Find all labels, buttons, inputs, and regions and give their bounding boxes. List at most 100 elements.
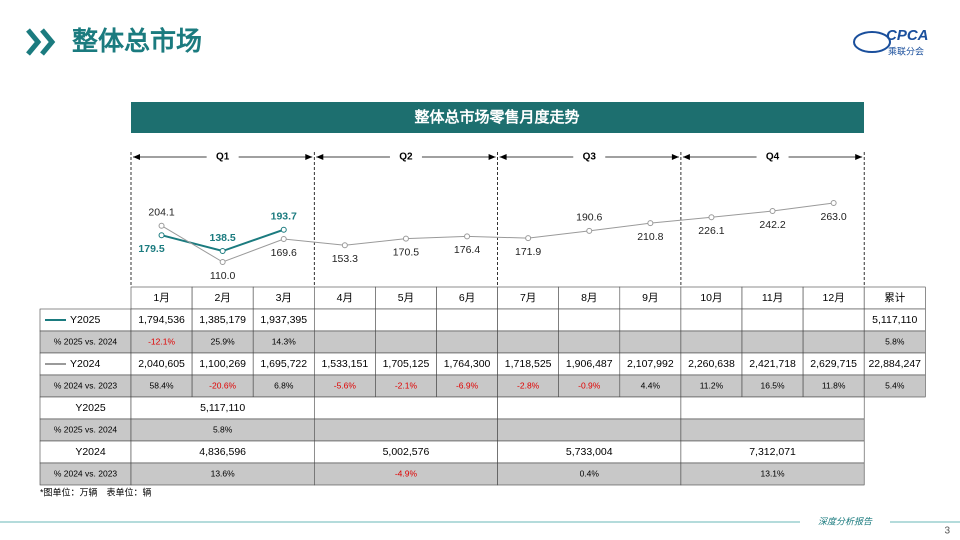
cell-text: 1,533,151 [321, 358, 368, 370]
column-header: 6月 [459, 292, 475, 304]
cell-text: -0.9% [578, 380, 601, 390]
table-cell [313, 418, 498, 442]
row-label: Y2024 [75, 446, 106, 458]
point [158, 222, 165, 229]
data-label: 153.3 [332, 253, 358, 265]
cell-text: -20.6% [209, 380, 236, 390]
data-label: 179.5 [138, 243, 164, 255]
data-label: 138.5 [210, 232, 236, 244]
column-header: 10月 [700, 292, 722, 304]
cell-text: 1,794,536 [138, 314, 185, 326]
row-label: % 2025 vs. 2024 [54, 336, 118, 346]
table-cell [436, 330, 498, 354]
data-label: 226.1 [698, 225, 724, 237]
point [341, 242, 348, 249]
column-header: 8月 [581, 292, 597, 304]
column-header: 累计 [884, 291, 905, 304]
cell-text: 16.5% [760, 380, 785, 390]
cell-text: 5.4% [885, 380, 905, 390]
quarter-label: Q3 [583, 152, 597, 163]
table-cell [497, 396, 682, 420]
table-cell [680, 330, 743, 354]
cell-text: 2,629,715 [810, 358, 857, 370]
table-cell [802, 330, 865, 354]
cell-text: -2.8% [517, 380, 540, 390]
data-label: 263.0 [821, 211, 847, 223]
data-label: 169.6 [271, 247, 297, 259]
footnote: *图单位：万辆 表单位：辆 [40, 486, 152, 497]
column-header: 7月 [520, 292, 536, 304]
table-cell [313, 330, 376, 354]
legend-label: Y2025 [70, 314, 101, 326]
cell-text: 58.4% [149, 380, 174, 390]
cell-text: -5.6% [334, 380, 357, 390]
row-label: % 2025 vs. 2024 [54, 424, 118, 434]
cell-text: 4.4% [641, 380, 661, 390]
data-label: 176.4 [454, 244, 480, 256]
point [280, 236, 287, 243]
cell-text: 6.8% [274, 380, 294, 390]
row-label: % 2024 vs. 2023 [54, 468, 118, 478]
table-cell [619, 308, 682, 332]
logo-swoosh [853, 31, 891, 53]
page-title: 整体总市场 [72, 26, 202, 56]
logo: CPCA [886, 27, 929, 44]
cell-text: 5,117,110 [872, 314, 917, 326]
quarter-label: Q1 [216, 152, 230, 163]
cell-text: 1,695,722 [260, 358, 307, 370]
cell-text: 25.9% [211, 336, 236, 346]
cell-text: 2,040,605 [138, 358, 185, 370]
table-cell [375, 330, 437, 354]
cell-text: 22,884,247 [868, 358, 921, 370]
table-cell [375, 308, 437, 332]
cell-text: 11.2% [700, 380, 724, 390]
table-cell [680, 462, 865, 486]
data-label: 242.2 [759, 219, 785, 231]
data-label: 190.6 [576, 212, 602, 224]
cell-text: 1,937,395 [260, 314, 307, 326]
cell-text: 1,764,300 [444, 358, 491, 370]
table-cell [436, 308, 498, 332]
column-header: 5月 [398, 292, 414, 304]
cell-text: 11.8% [822, 380, 846, 390]
column-header: 2月 [214, 292, 230, 304]
logo-sub: 乘联分会 [888, 45, 924, 56]
cell-text: -12.1% [148, 336, 175, 346]
cell-text: 5,002,576 [383, 446, 430, 458]
chart-title: 整体总市场零售月度走势 [414, 108, 579, 126]
cell-text: -4.9% [395, 468, 418, 478]
point [586, 227, 593, 234]
table-cell [680, 308, 743, 332]
table-cell [741, 330, 804, 354]
cell-text: 7,312,071 [749, 446, 796, 458]
table-cell [558, 330, 621, 354]
column-header: 3月 [276, 292, 292, 304]
cell-text: 4,836,596 [199, 446, 246, 458]
cell-text: 2,421,718 [749, 358, 796, 370]
table-cell [313, 396, 498, 420]
data-label: 171.9 [515, 246, 541, 258]
legend-label: Y2024 [70, 358, 101, 370]
point [464, 233, 471, 240]
data-label: 110.0 [210, 270, 236, 282]
series-line [161, 202, 834, 263]
cell-text: -6.9% [456, 380, 479, 390]
point [769, 208, 776, 215]
footer-report: 深度分析报告 [818, 516, 873, 526]
data-label: 210.8 [637, 231, 663, 243]
quarter-label: Q4 [766, 152, 780, 163]
cell-text: 5,733,004 [566, 446, 613, 458]
column-header: 9月 [642, 292, 658, 304]
point [280, 226, 287, 233]
table-cell [741, 308, 804, 332]
cell-text: 1,100,269 [199, 358, 246, 370]
table-cell [863, 374, 926, 398]
header-icon [26, 28, 56, 56]
cell-text: -2.1% [395, 380, 418, 390]
column-header: 11月 [762, 292, 783, 304]
point [402, 235, 409, 242]
point [219, 248, 226, 255]
point [219, 259, 226, 265]
page-number: 3 [944, 526, 950, 537]
